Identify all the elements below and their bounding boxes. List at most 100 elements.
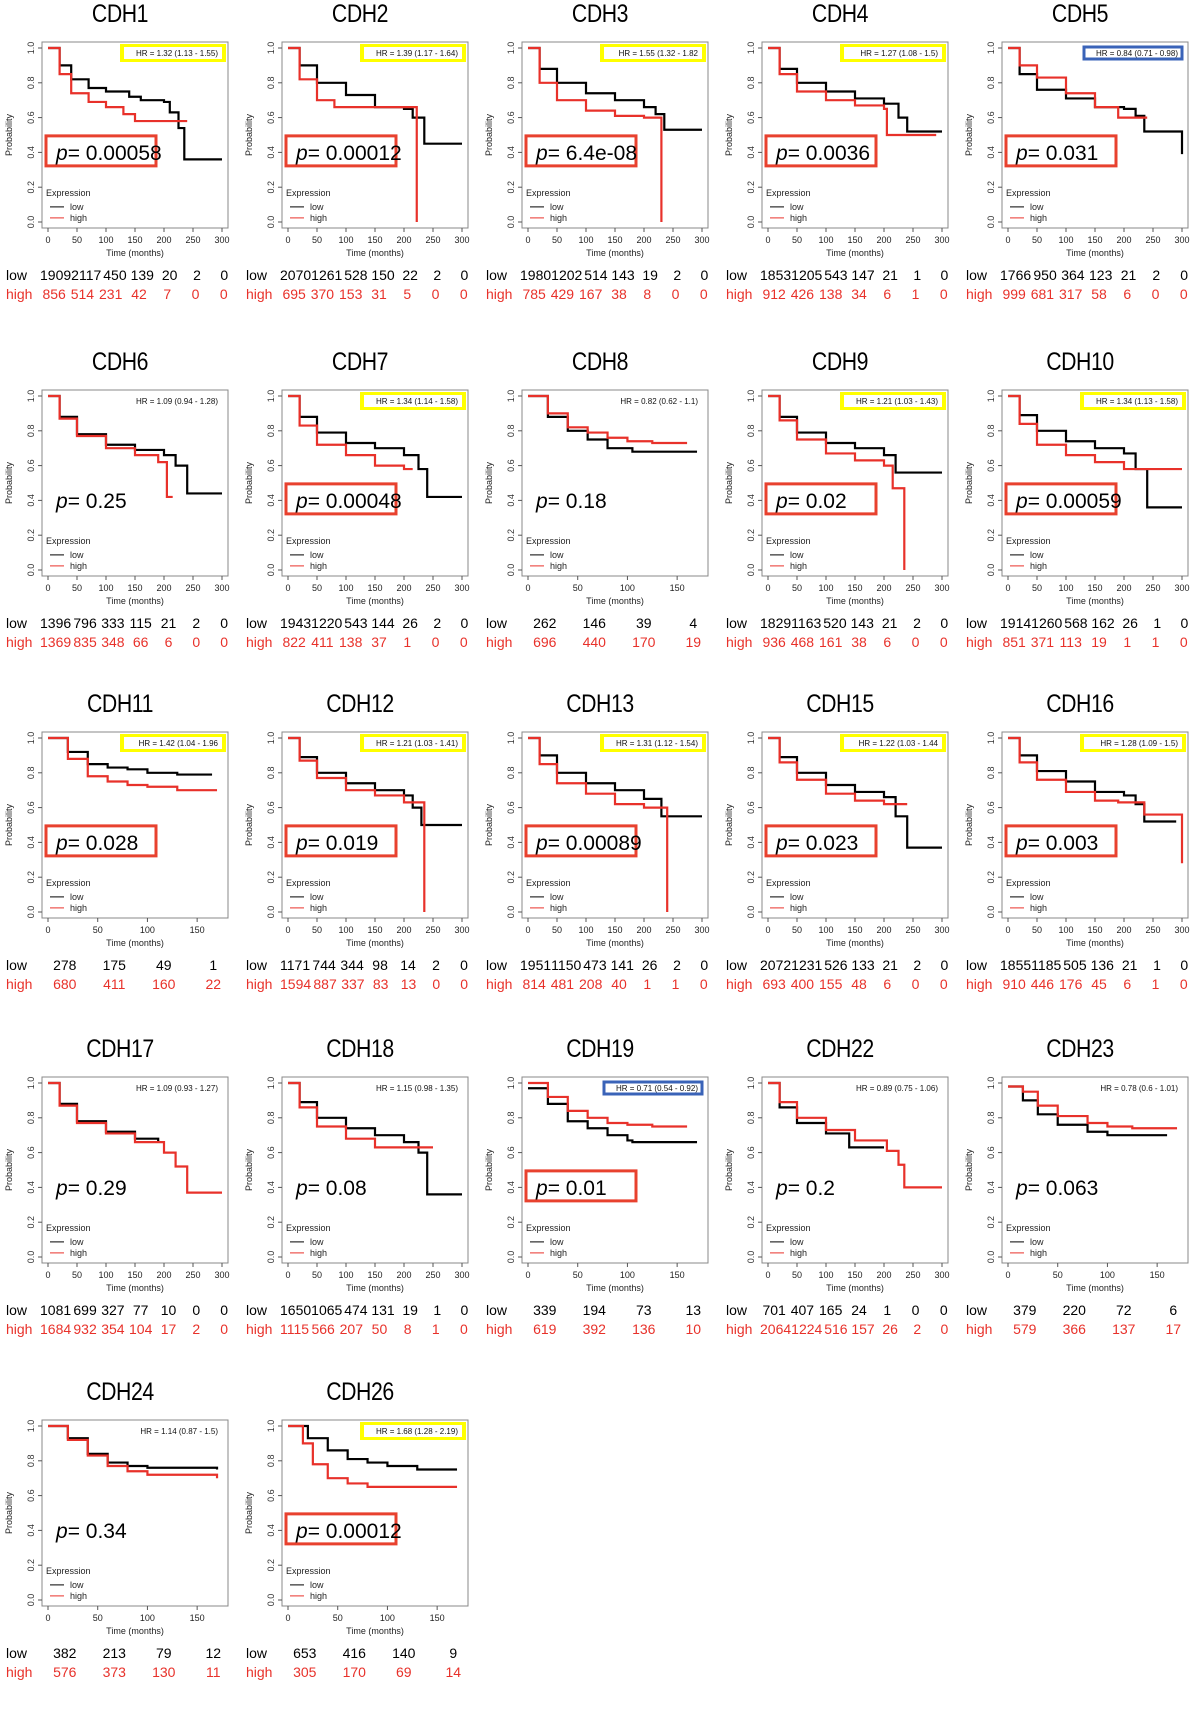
risk-count: 514	[70, 286, 95, 302]
km-panel-cdh26: CDH26 0.0 0.2 0.4 0.6 0.8 1.0 Probability 0 50 100…	[242, 1378, 478, 1708]
panel-title: CDH1	[91, 0, 149, 28]
km-panel-cdh11: CDH11 0.0 0.2 0.4 0.6 0.8 1.0 Probability 0 50 100…	[2, 690, 238, 1020]
risk-count: 26	[641, 957, 658, 973]
risk-count: 450	[103, 267, 127, 283]
svg-text:0.2: 0.2	[746, 871, 756, 884]
risk-count: 2	[673, 957, 681, 973]
risk-row-low: low 2072 1231 526 133 21 2 0	[726, 956, 958, 975]
risk-count: 1766	[1000, 267, 1032, 283]
hazard-ratio-label: HR = 1.09 (0.94 - 1.28)	[136, 397, 218, 406]
risk-count: 220	[1062, 1302, 1086, 1318]
svg-text:250: 250	[425, 925, 440, 935]
survival-plot: 0.0 0.2 0.4 0.6 0.8 1.0 Probability 0 50 100 150 20…	[4, 41, 230, 258]
svg-text:Time (months): Time (months)	[106, 596, 164, 606]
svg-text:0.8: 0.8	[746, 767, 756, 780]
risk-count: 143	[850, 615, 874, 631]
svg-text:50: 50	[1032, 925, 1042, 935]
survival-plot: 0.0 0.2 0.4 0.6 0.8 1.0 Probability 0 50 100 150 20…	[724, 41, 950, 258]
risk-row-label: high	[246, 286, 273, 302]
risk-count: 13	[685, 1302, 702, 1318]
risk-count: 0	[460, 957, 468, 973]
svg-text:0.8: 0.8	[746, 77, 756, 90]
risk-count: 58	[1091, 286, 1107, 302]
svg-text:0.8: 0.8	[26, 767, 36, 780]
risk-count: 0	[460, 976, 469, 992]
svg-text:low: low	[550, 202, 564, 212]
svg-text:0: 0	[1005, 235, 1010, 245]
low-expression-curve	[528, 1087, 698, 1144]
svg-text:0.8: 0.8	[26, 425, 36, 438]
svg-text:low: low	[550, 892, 564, 902]
risk-count: 576	[53, 1664, 77, 1680]
risk-row-label: low	[246, 1645, 268, 1661]
svg-text:250: 250	[425, 1270, 440, 1280]
svg-text:Probability: Probability	[4, 113, 14, 156]
svg-text:Expression: Expression	[46, 1223, 91, 1233]
risk-count: 1853	[760, 267, 792, 283]
svg-text:0.0: 0.0	[506, 564, 516, 577]
risk-row-low: low 1829 1163 520 143 21 2 0	[726, 614, 958, 633]
svg-text:50: 50	[792, 925, 802, 935]
svg-text:0.6: 0.6	[266, 459, 276, 472]
risk-count: 1205	[791, 267, 823, 283]
risk-count: 514	[584, 267, 608, 283]
risk-count: 131	[371, 1302, 395, 1318]
svg-text:Time (months): Time (months)	[826, 596, 884, 606]
svg-text:50: 50	[552, 925, 562, 935]
svg-text:0.0: 0.0	[266, 216, 276, 229]
survival-plot: 0.0 0.2 0.4 0.6 0.8 1.0 Probability 0 50 100 150 20…	[244, 41, 470, 258]
risk-count: 305	[293, 1664, 317, 1680]
risk-count: 1261	[311, 267, 343, 283]
svg-text:50: 50	[93, 1613, 103, 1623]
risk-count: 48	[851, 976, 867, 992]
risk-count: 21	[160, 615, 177, 631]
risk-count: 141	[610, 957, 634, 973]
svg-text:300: 300	[934, 1270, 949, 1280]
svg-text:0.6: 0.6	[266, 1146, 276, 1159]
risk-row-high: high 695 370 153 31 5 0 0	[246, 285, 478, 304]
svg-text:high: high	[70, 561, 87, 571]
risk-count: 98	[372, 957, 388, 973]
km-panel-cdh8: CDH8 0.0 0.2 0.4 0.6 0.8 1.0 Probability 0 50 100 1…	[482, 348, 718, 678]
risk-row-label: high	[6, 634, 33, 650]
km-panel-cdh7: CDH7 0.0 0.2 0.4 0.6 0.8 1.0 Probability 0 50 100 1…	[242, 348, 478, 678]
p-value-label: p= 0.2	[775, 1177, 835, 1200]
svg-text:1.0: 1.0	[266, 42, 276, 55]
risk-row-high: high 305 170 69 14	[246, 1663, 478, 1682]
svg-text:Time (months): Time (months)	[106, 938, 164, 948]
risk-row-low: low 1171 744 344 98 14 2 0	[246, 956, 478, 975]
svg-text:high: high	[790, 1248, 807, 1258]
svg-text:low: low	[70, 202, 84, 212]
risk-row-label: high	[966, 976, 993, 992]
high-expression-curve	[1008, 46, 1148, 119]
svg-text:high: high	[310, 903, 327, 913]
p-value-label: p= 0.00058	[55, 142, 162, 165]
svg-text:0.0: 0.0	[746, 564, 756, 577]
risk-count: 194	[582, 1302, 606, 1318]
risk-count: 337	[341, 976, 365, 992]
svg-text:300: 300	[1174, 925, 1189, 935]
svg-text:0.0: 0.0	[746, 906, 756, 919]
risk-count: 213	[102, 1645, 126, 1661]
svg-text:0.6: 0.6	[506, 801, 516, 814]
svg-text:0: 0	[765, 925, 770, 935]
risk-count: 382	[53, 1645, 77, 1661]
svg-text:300: 300	[1174, 583, 1189, 593]
svg-text:Expression: Expression	[766, 188, 811, 198]
svg-text:Probability: Probability	[724, 461, 734, 504]
risk-count: 8	[403, 1321, 412, 1337]
svg-text:150: 150	[367, 925, 382, 935]
risk-count: 2	[913, 615, 921, 631]
svg-text:0: 0	[1005, 583, 1010, 593]
risk-count: 400	[790, 976, 815, 992]
survival-plot: 0.0 0.2 0.4 0.6 0.8 1.0 Probability 0 50 100 150 Ti…	[484, 389, 709, 606]
svg-text:Expression: Expression	[286, 1223, 331, 1233]
risk-count: 72	[1115, 1302, 1132, 1318]
svg-text:50: 50	[312, 925, 322, 935]
svg-text:100: 100	[578, 235, 593, 245]
risk-count: 1829	[760, 615, 792, 631]
svg-text:0.8: 0.8	[266, 77, 276, 90]
svg-text:200: 200	[876, 925, 891, 935]
svg-text:0: 0	[285, 1270, 290, 1280]
svg-text:low: low	[310, 892, 324, 902]
